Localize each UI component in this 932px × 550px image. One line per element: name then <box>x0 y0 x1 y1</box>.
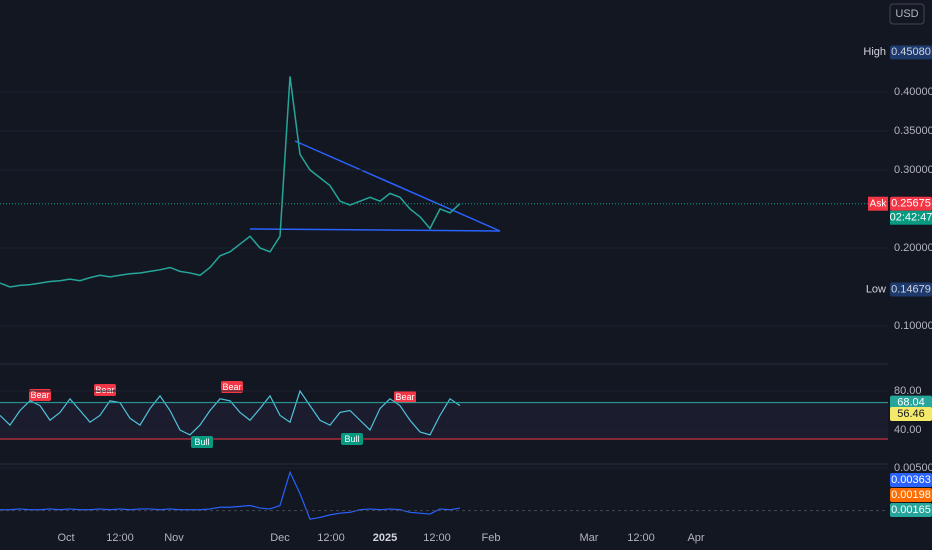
extreme-label: Low <box>866 283 886 295</box>
ask-tag-label: Ask <box>870 198 888 209</box>
extreme-label-bg <box>866 282 888 297</box>
x-label: 12:00 <box>106 532 134 544</box>
x-label: Nov <box>164 532 184 544</box>
price-badge <box>890 406 932 421</box>
price-badge <box>890 196 932 211</box>
countdown-bg <box>890 210 932 225</box>
price-badge-label: 0.00165 <box>891 504 931 516</box>
rsi-band <box>0 401 888 439</box>
extreme-label-bg <box>866 45 888 60</box>
y-tick-label: 0.10000 <box>894 320 932 332</box>
price-badge-label: 0.00198 <box>891 489 931 501</box>
signal-badge <box>221 381 243 393</box>
y-tick-label: 80.00 <box>894 385 922 397</box>
x-label: Feb <box>482 532 501 544</box>
price-badge-label: 0.45080 <box>891 46 931 58</box>
x-label: 12:00 <box>627 532 655 544</box>
x-label: Apr <box>687 532 704 544</box>
price-badge <box>890 473 932 487</box>
price-badge <box>890 395 932 410</box>
signal-label: Bear <box>30 390 49 400</box>
signal-badge <box>94 384 116 396</box>
y-tick-label: 40.00 <box>894 424 922 436</box>
x-label: Mar <box>580 532 599 544</box>
signal-badge <box>341 433 363 445</box>
price-line <box>0 76 461 288</box>
currency[interactable]: USD <box>895 8 918 20</box>
x-label: Dec <box>270 532 290 544</box>
macd-line <box>0 470 461 520</box>
x-label: 12:00 <box>317 532 345 544</box>
price-badge-label: 0.25675 <box>891 198 931 210</box>
x-axis: Oct 12:00 Nov Dec 12:00 2025 12:00 Feb M… <box>57 532 704 544</box>
price-badge-label: 56.46 <box>897 408 925 420</box>
countdown: 02:42:47 <box>890 212 932 224</box>
y-tick-label: 0.40000 <box>894 86 932 98</box>
currency-button[interactable] <box>889 3 925 25</box>
trendline <box>294 140 501 232</box>
price-badge-label: 0.14679 <box>891 283 931 295</box>
signal-badges: Bear Bear Bull Bear Bull Bear <box>29 381 416 448</box>
y-tick-label: 0.35000 <box>894 125 932 137</box>
price-badge <box>890 45 932 60</box>
signal-badge <box>394 391 416 403</box>
signal-label: Bear <box>395 392 414 402</box>
price-badge <box>890 488 932 502</box>
price-badge-label: 0.00363 <box>891 474 931 486</box>
x-label: 12:00 <box>423 532 451 544</box>
price-badge <box>890 282 932 297</box>
signal-label: Bull <box>194 437 209 447</box>
signal-label: Bull <box>344 434 359 444</box>
ask-tag <box>868 196 888 211</box>
y-tick-label: 0.00500 <box>894 462 932 474</box>
trendline <box>249 228 501 232</box>
price-badge <box>890 503 932 517</box>
rsi-line <box>0 389 461 436</box>
x-label: Oct <box>57 532 74 544</box>
signal-badge <box>191 436 213 448</box>
y-tick-label: 0.30000 <box>894 164 932 176</box>
signal-badge <box>29 389 51 401</box>
signal-label: Bear <box>95 385 114 395</box>
price-badge-label: 68.04 <box>897 397 925 409</box>
y-tick-label: 0.20000 <box>894 242 932 254</box>
signal-label: Bear <box>222 382 241 392</box>
extreme-label: High <box>863 46 886 58</box>
x-label: 2025 <box>373 532 397 544</box>
